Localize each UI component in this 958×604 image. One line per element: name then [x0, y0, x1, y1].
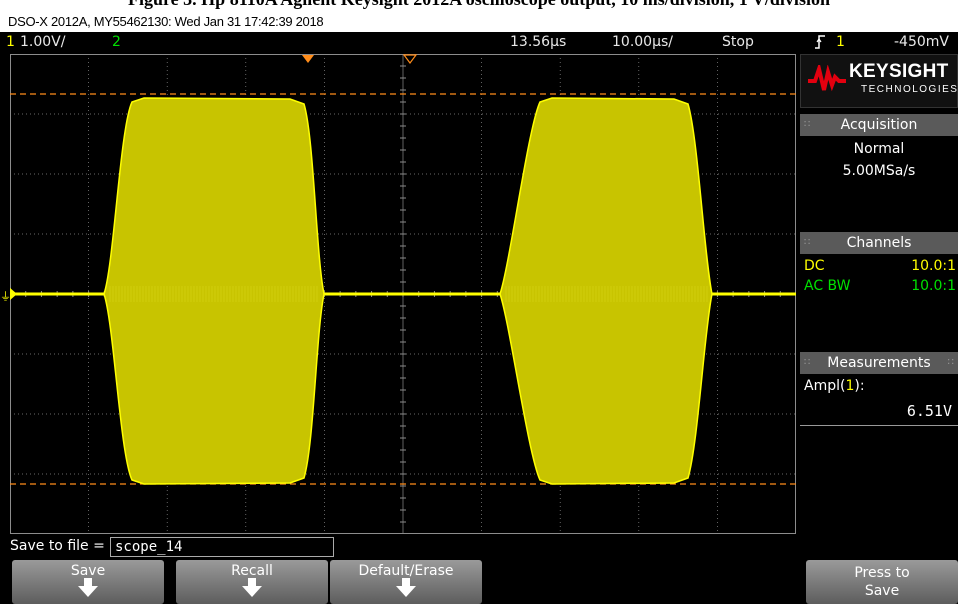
grip-icon: ∷	[804, 119, 811, 130]
side-panel: KEYSIGHT TECHNOLOGIES ∷ Acquisition Norm…	[800, 54, 958, 560]
brand-name: KEYSIGHT	[849, 61, 949, 82]
figure-title: Figure 3. Hp 8110A Agilent Keysight 2012…	[0, 0, 958, 10]
channel-coupling: DC	[804, 258, 825, 274]
acquisition-header[interactable]: ∷ Acquisition	[800, 114, 958, 136]
press-to-save-softkey[interactable]: Press to Save	[806, 560, 958, 604]
trigger-source[interactable]: 1	[836, 34, 845, 50]
default-erase-softkey-label: Default/Erase	[358, 563, 454, 579]
softkey-bar: Save Recall Default/Erase Press to Save	[0, 560, 958, 604]
ch1-offset-indicator[interactable]: ⏚	[0, 272, 11, 312]
ch1-scale[interactable]: 1.00V/	[20, 34, 66, 50]
channels-title: Channels	[846, 235, 912, 251]
instrument-header: DSO-X 2012A, MY55462130: Wed Jan 31 17:4…	[8, 14, 324, 29]
time-delay[interactable]: 13.56µs	[510, 34, 567, 50]
channel-row: DC 10.0:1	[800, 256, 958, 276]
channel-probe: 10.0:1	[911, 258, 956, 274]
acquisition-rate: 5.00MSa/s	[842, 163, 916, 179]
keysight-wave-icon	[808, 65, 846, 92]
filename-field[interactable]: scope_14	[110, 537, 334, 557]
save-file-label: Save to file =	[10, 538, 105, 554]
ch2-number[interactable]: 2	[112, 34, 121, 50]
ch1-ground-marker	[10, 287, 17, 301]
run-state[interactable]: Stop	[722, 34, 754, 50]
ch1-number[interactable]: 1	[6, 34, 15, 50]
recall-softkey-label: Recall	[231, 563, 273, 579]
measurement-label: Ampl(1):	[804, 378, 865, 394]
arrow-down-icon	[242, 578, 262, 597]
channel-probe: 10.0:1	[911, 278, 956, 294]
channels-header[interactable]: ∷ Channels	[800, 232, 958, 254]
measurements-title: Measurements	[827, 355, 931, 371]
channel-row: AC BW 10.0:1	[800, 276, 958, 296]
delay-reference-marker	[402, 54, 418, 64]
arrow-down-icon	[396, 578, 416, 597]
press-to-label: Press to	[854, 565, 910, 581]
oscilloscope-screen: 1 1.00V/ 2 13.56µs 10.00µs/ Stop 1 -450m…	[0, 32, 958, 604]
measurements-header[interactable]: ∷ Measurements ∷	[800, 352, 958, 374]
channel-coupling: AC BW	[804, 278, 851, 294]
grip-icon: ∷	[947, 357, 954, 368]
measurements-body: Ampl(1): 6.51V	[800, 376, 958, 436]
signal-burst	[499, 97, 713, 485]
channels-body: DC 10.0:1 AC BW 10.0:1	[800, 256, 958, 346]
grip-icon: ∷	[804, 237, 811, 248]
keysight-logo: KEYSIGHT TECHNOLOGIES	[800, 54, 958, 108]
figure-caption: Figure 3. Hp 8110A Agilent Keysight 2012…	[0, 0, 958, 32]
default-erase-softkey[interactable]: Default/Erase	[330, 560, 482, 604]
save-softkey[interactable]: Save	[12, 560, 164, 604]
signal-burst	[103, 97, 325, 485]
acquisition-mode: Normal	[853, 141, 905, 157]
save-softkey-label: Save	[70, 563, 106, 579]
measurement-value: 6.51V	[800, 396, 958, 426]
save-file-bar: Save to file = scope_14	[0, 536, 798, 558]
press-to-save-label: Save	[864, 583, 900, 599]
recall-softkey[interactable]: Recall	[176, 560, 328, 604]
acquisition-body: Normal 5.00MSa/s	[800, 138, 958, 228]
brand-subtitle: TECHNOLOGIES	[861, 84, 958, 95]
rising-edge-icon	[814, 34, 826, 54]
acquisition-title: Acquisition	[840, 117, 918, 133]
grip-icon: ∷	[804, 357, 811, 368]
time-scale[interactable]: 10.00µs/	[612, 34, 673, 50]
trigger-position-marker	[302, 55, 314, 63]
arrow-down-icon	[78, 578, 98, 597]
status-bar: 1 1.00V/ 2 13.56µs 10.00µs/ Stop 1 -450m…	[0, 32, 958, 53]
graticule	[10, 54, 796, 534]
trigger-level[interactable]: -450mV	[894, 34, 949, 50]
waveform-display	[10, 54, 796, 534]
ground-icon: ⏚	[0, 291, 11, 303]
